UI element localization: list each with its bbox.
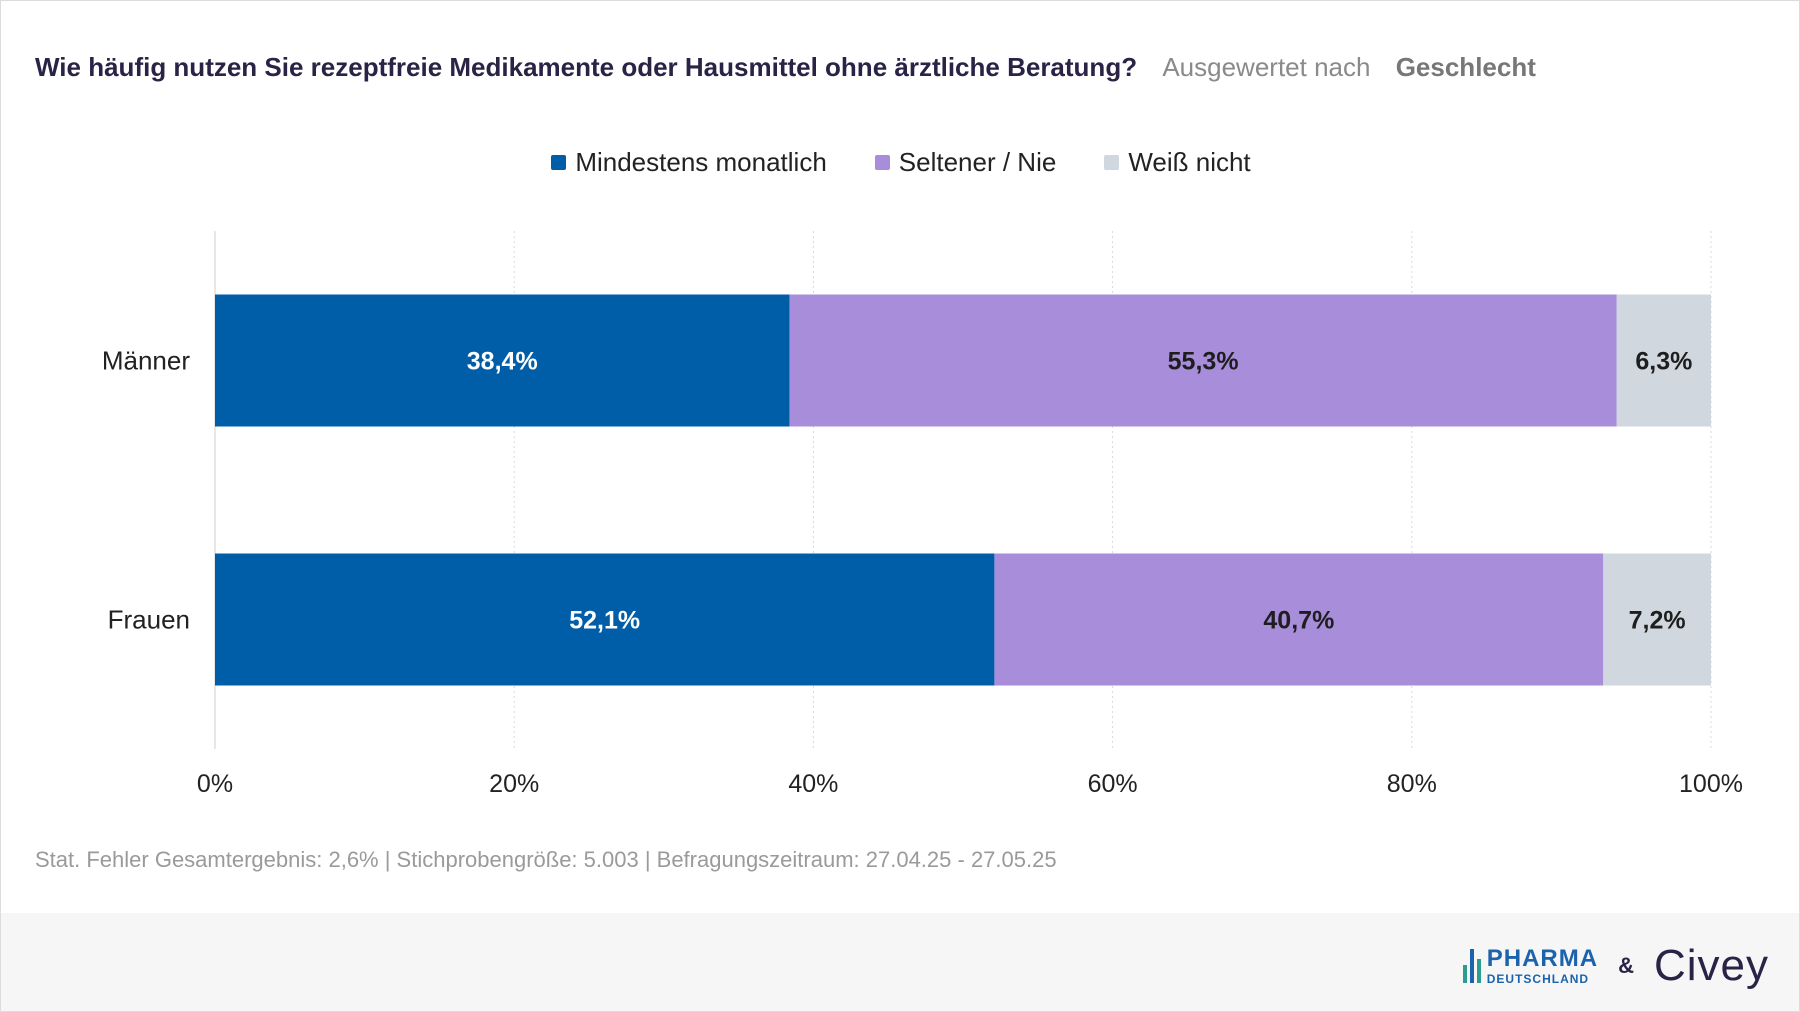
legend-item-1[interactable]: Seltener / Nie	[874, 147, 1057, 178]
pharma-bottom-text: DEUTSCHLAND	[1486, 972, 1590, 986]
bar-segment	[215, 294, 790, 427]
category-label: Frauen	[108, 605, 190, 635]
pharma-mark-bar	[1476, 959, 1481, 983]
legend-swatch-2	[1104, 155, 1120, 170]
pharma-top-text: PHARMA	[1486, 945, 1599, 972]
pharma-mark-bar	[1469, 949, 1474, 983]
data-label: 40,7%	[1263, 607, 1334, 635]
legend-label-1: Seltener / Nie	[898, 147, 1057, 177]
ampersand: &	[1618, 953, 1634, 978]
subtitle-group[interactable]: Geschlecht	[1395, 52, 1536, 82]
branding-bar: PHARMA DEUTSCHLAND & Civey	[1, 913, 1799, 1011]
bar-segment	[789, 294, 1617, 427]
chart-legend: Mindestens monatlich Seltener / Nie Weiß n…	[1, 147, 1799, 178]
data-label: 38,4%	[467, 348, 538, 376]
data-label: 6,3%	[1635, 348, 1692, 376]
logos: PHARMA DEUTSCHLAND & Civey	[1462, 941, 1769, 991]
pharma-mark-bar	[1462, 965, 1467, 983]
legend-swatch-0	[551, 155, 567, 170]
stacked-bar-chart: 0% 20% 40% 60% 80% 100% Männer 38,4% 55,3% 6,3% Fr…	[102, 231, 1743, 798]
x-tick-label: 0%	[197, 770, 233, 798]
x-tick-label: 80%	[1387, 770, 1437, 798]
data-label: 7,2%	[1629, 607, 1686, 635]
pharma-mark-icon	[1462, 949, 1481, 983]
data-label: 52,1%	[569, 607, 640, 635]
data-label: 55,3%	[1168, 348, 1239, 376]
x-tick-label: 20%	[489, 770, 539, 798]
civey-logo: Civey	[1653, 941, 1769, 990]
bar-segment	[1616, 294, 1711, 427]
x-tick-label: 60%	[1088, 770, 1138, 798]
footer-note: Stat. Fehler Gesamtergebnis: 2,6% | Stic…	[35, 847, 1057, 872]
x-tick-label: 40%	[788, 770, 838, 798]
legend-item-0[interactable]: Mindestens monatlich	[551, 147, 827, 178]
chart-title: Wie häufig nutzen Sie rezeptfreie Medika…	[35, 52, 1138, 82]
x-tick-label: 100%	[1679, 770, 1743, 798]
legend-label-0: Mindestens monatlich	[575, 147, 827, 177]
legend-label-2: Weiß nicht	[1128, 147, 1251, 177]
pharma-deutschland-logo: PHARMA DEUTSCHLAND	[1462, 945, 1599, 986]
chart-header: Wie häufig nutzen Sie rezeptfreie Medika…	[35, 47, 1536, 87]
bar-segment	[1603, 553, 1711, 686]
legend-item-2[interactable]: Weiß nicht	[1104, 147, 1251, 178]
legend-swatch-1	[874, 155, 890, 170]
subtitle-prefix: Ausgewertet nach	[1162, 52, 1371, 82]
bar-segment	[994, 553, 1604, 686]
bar-segment	[215, 553, 995, 686]
category-label: Männer	[102, 346, 190, 376]
pharma-wordmark: PHARMA DEUTSCHLAND	[1486, 945, 1599, 986]
